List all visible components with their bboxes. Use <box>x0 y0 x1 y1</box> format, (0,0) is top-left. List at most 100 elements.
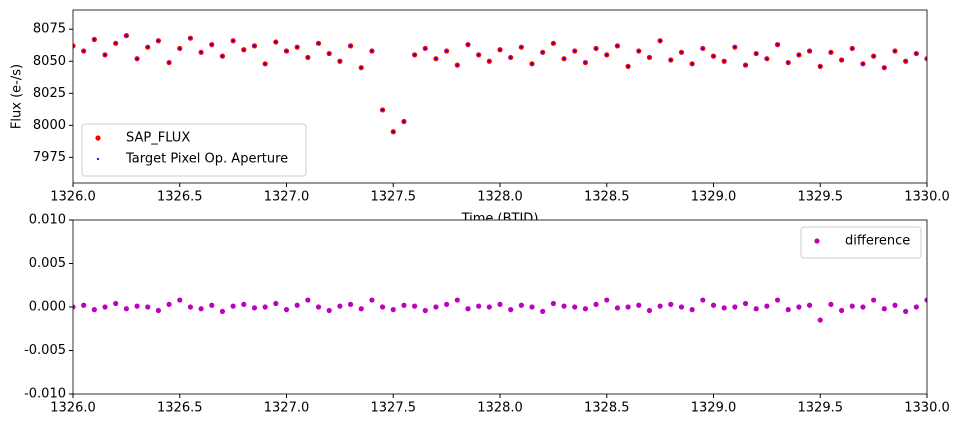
data-point <box>349 44 352 47</box>
data-point <box>625 304 631 310</box>
data-point <box>561 303 567 309</box>
data-point <box>497 301 503 307</box>
data-point <box>285 49 288 53</box>
data-point <box>755 52 758 55</box>
y-tick-label: 8075 <box>33 22 66 37</box>
data-point <box>700 297 706 303</box>
data-point <box>839 307 845 314</box>
legend-label: difference <box>845 234 910 249</box>
data-point <box>358 306 364 312</box>
x-tick-label: 1327.0 <box>264 190 310 205</box>
data-point <box>732 304 738 310</box>
x-tick-label: 1328.0 <box>477 190 523 205</box>
data-point <box>390 307 396 313</box>
y-tick-label: 8025 <box>33 86 66 101</box>
data-point <box>817 317 823 323</box>
data-point <box>668 301 674 307</box>
axes-background <box>73 220 927 394</box>
data-point <box>520 46 523 49</box>
data-point <box>881 306 887 312</box>
data-point <box>413 53 416 56</box>
x-tick-label: 1329.5 <box>798 401 844 416</box>
plot-area <box>73 33 927 135</box>
x-tick-label: 1326.5 <box>157 401 203 416</box>
data-point <box>787 61 790 64</box>
data-point <box>73 43 76 49</box>
data-point <box>274 40 277 44</box>
data-point <box>135 57 139 60</box>
data-point <box>262 304 268 310</box>
data-point <box>828 301 834 307</box>
x-tick-label: 1330.0 <box>904 190 950 205</box>
data-point <box>402 120 406 123</box>
plot-area <box>73 297 927 323</box>
data-point <box>347 301 354 307</box>
data-point <box>678 304 685 310</box>
data-point <box>465 306 471 312</box>
data-point <box>701 47 704 50</box>
data-point <box>241 301 247 307</box>
data-point <box>369 297 375 303</box>
data-point <box>893 49 897 53</box>
y-tick-label: 7975 <box>33 150 66 165</box>
y-tick-label: 8050 <box>33 54 66 69</box>
legend-label: Target Pixel Op. Aperture <box>125 152 288 167</box>
data-point <box>476 303 482 309</box>
data-point <box>422 307 428 314</box>
data-point <box>273 300 279 307</box>
data-point <box>550 300 556 307</box>
data-point <box>433 304 439 310</box>
data-point <box>605 53 608 56</box>
data-point <box>829 51 833 54</box>
data-point <box>541 51 544 54</box>
data-point <box>177 297 183 303</box>
data-point <box>198 306 204 312</box>
data-point <box>508 307 514 313</box>
data-point <box>338 60 341 63</box>
data-point <box>669 58 672 62</box>
data-point <box>860 304 866 310</box>
data-point <box>646 307 653 314</box>
data-point <box>283 307 290 313</box>
data-point <box>796 304 802 310</box>
data-point <box>582 306 589 312</box>
data-point <box>145 304 151 310</box>
data-point <box>774 297 781 303</box>
data-point <box>91 307 97 313</box>
data-point <box>680 51 683 54</box>
data-point <box>710 302 717 308</box>
x-tick-label: 1327.5 <box>371 190 417 205</box>
x-tick-label: 1328.5 <box>584 401 630 416</box>
data-point <box>562 57 566 60</box>
legend-box <box>81 123 307 177</box>
data-point <box>326 307 332 314</box>
data-point <box>178 47 181 50</box>
data-point <box>691 62 694 65</box>
y-tick-label: 0.010 <box>29 213 66 228</box>
data-point <box>200 51 203 54</box>
data-point <box>637 49 640 53</box>
data-point <box>456 64 459 67</box>
data-point <box>232 39 235 42</box>
data-point <box>477 53 480 56</box>
data-point <box>81 302 87 308</box>
data-point <box>73 304 76 310</box>
x-tick-label: 1329.0 <box>691 190 737 205</box>
data-point <box>808 49 811 53</box>
y-axis-label: Flux (e-/s) <box>10 64 25 129</box>
data-point <box>723 60 726 63</box>
data-point <box>328 52 331 55</box>
data-point <box>209 302 215 308</box>
data-point <box>102 304 108 310</box>
data-point <box>93 38 96 41</box>
y-tick-label: 0.005 <box>29 256 66 271</box>
data-point <box>840 58 843 62</box>
data-point <box>381 108 384 112</box>
data-point <box>488 60 491 63</box>
data-point <box>317 42 320 45</box>
data-point <box>253 44 256 47</box>
data-point <box>146 46 149 49</box>
data-point <box>424 47 427 50</box>
x-tick-label: 1330.0 <box>904 401 950 416</box>
y-tick-label: -0.005 <box>24 343 66 358</box>
